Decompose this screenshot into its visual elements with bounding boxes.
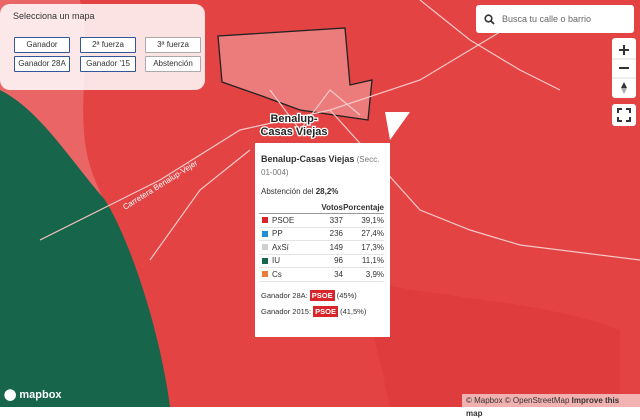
- votes: 149: [329, 242, 343, 252]
- result-row: AxSí 149 17,3%: [259, 241, 384, 255]
- popup-section: (Secc. 01-004): [261, 155, 380, 177]
- party-name: IU: [272, 256, 280, 266]
- col-header: Porcentaje: [343, 202, 384, 212]
- party-name: AxSí: [272, 242, 289, 252]
- attribution: © Mapbox © OpenStreetMap Improve this ma…: [462, 394, 640, 418]
- party-swatch: [262, 257, 268, 264]
- search-box[interactable]: Busca tu calle o barrio: [476, 5, 634, 33]
- search-placeholder: Busca tu calle o barrio: [502, 14, 592, 24]
- party-name: PP: [272, 229, 283, 239]
- selector-title: Selecciona un mapa: [13, 11, 95, 21]
- party-name: Cs: [272, 269, 282, 279]
- zoom-icons[interactable]: [612, 38, 636, 98]
- logo-text: mapbox: [19, 389, 62, 401]
- votes: 236: [329, 229, 343, 239]
- party-swatch: [262, 244, 268, 251]
- result-row: IU 96 11,1%: [259, 255, 384, 268]
- votes: 96: [334, 256, 343, 266]
- zoom-controls: [612, 38, 636, 98]
- abstention-value: 28,2%: [315, 187, 339, 196]
- results-table: PSOE 337 39,1% PP 236 27,4% AxSí 149 17,3% IU 96 11…: [259, 214, 384, 282]
- town-label: Benalup-: [270, 113, 317, 125]
- map-selector: Selecciona un mapa Ganador 2ª fuerza 3ª …: [0, 4, 205, 90]
- map-button[interactable]: Ganador 28A: [14, 56, 70, 72]
- map: Benalup- Casas Viejas Carretera Benalup-…: [0, 0, 640, 407]
- winner-share: (45%): [336, 291, 357, 300]
- map-button[interactable]: 3ª fuerza: [145, 37, 201, 53]
- col-header: Votos: [321, 202, 343, 212]
- percent: 39,1%: [361, 215, 384, 225]
- town-label: Casas Viejas: [260, 126, 327, 138]
- winner-share: (41,5%): [340, 307, 367, 316]
- winner-line: Ganador 2015: PSOE (41,5%): [261, 305, 366, 321]
- popup-title: Benalup-Casas Viejas: [261, 154, 355, 164]
- winner-label: Ganador 2015:: [261, 307, 312, 316]
- percent: 27,4%: [361, 229, 384, 239]
- votes: 337: [329, 215, 343, 225]
- map-button[interactable]: Ganador '15: [80, 56, 136, 72]
- attribution-text: © Mapbox © OpenStreetMap: [466, 396, 570, 405]
- result-row: Cs 34 3,9%: [259, 268, 384, 282]
- popup: Benalup-Casas Viejas (Secc. 01-004) Abst…: [255, 143, 390, 337]
- party-swatch: [262, 217, 268, 224]
- winner-line: Ganador 28A: PSOE (45%): [261, 289, 366, 305]
- abstention-label: Abstención del: [261, 187, 314, 196]
- search-icon: [484, 14, 495, 25]
- map-button[interactable]: 2ª fuerza: [80, 37, 136, 53]
- party-swatch: [262, 271, 268, 278]
- percent: 11,1%: [361, 256, 384, 266]
- winner-badge: PSOE: [309, 290, 335, 301]
- winner-label: Ganador 28A:: [261, 291, 308, 300]
- party-swatch: [262, 230, 268, 237]
- winner-badge: PSOE: [313, 306, 338, 317]
- percent: 3,9%: [365, 269, 384, 279]
- result-row: PP 236 27,4%: [259, 228, 384, 241]
- mapbox-logo[interactable]: ⬤ mapbox: [4, 389, 62, 401]
- percent: 17,3%: [361, 242, 384, 252]
- result-row: PSOE 337 39,1%: [259, 214, 384, 228]
- votes: 34: [334, 269, 343, 279]
- fullscreen[interactable]: [612, 104, 636, 126]
- map-button[interactable]: Ganador: [14, 37, 70, 53]
- map-button[interactable]: Abstención: [145, 56, 201, 72]
- party-name: PSOE: [272, 215, 295, 225]
